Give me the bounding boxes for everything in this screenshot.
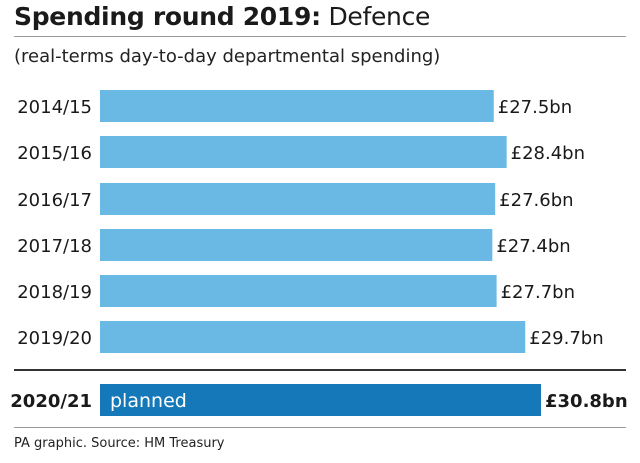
- planned-separator: [14, 369, 626, 371]
- category-label: 2016/17: [17, 190, 92, 211]
- value-label: £27.5bn: [498, 97, 572, 118]
- category-label: 2019/20: [17, 328, 92, 349]
- bar: [100, 321, 526, 353]
- value-label: £27.6bn: [499, 190, 573, 211]
- bar: [100, 183, 496, 215]
- value-label: £27.7bn: [501, 282, 575, 303]
- title-rule: [14, 36, 626, 37]
- category-label: 2018/19: [17, 282, 92, 303]
- value-label: £28.4bn: [511, 143, 585, 164]
- source-rule: [14, 427, 626, 428]
- category-label: 2017/18: [17, 236, 92, 257]
- planned-label: planned: [110, 390, 187, 412]
- bar-planned: [100, 384, 541, 416]
- value-label: £29.7bn: [529, 328, 603, 349]
- value-label: £27.4bn: [496, 236, 570, 257]
- category-label: 2015/16: [17, 143, 92, 164]
- chart-title-rest: Defence: [320, 2, 431, 31]
- chart-subtitle: (real-terms day-to-day departmental spen…: [14, 46, 441, 67]
- bar: [100, 229, 493, 261]
- bar: [100, 136, 507, 168]
- category-label: 2020/21: [10, 391, 92, 412]
- bar: [100, 275, 497, 307]
- source-note: PA graphic. Source: HM Treasury: [14, 436, 225, 451]
- category-label: 2014/15: [17, 97, 92, 118]
- chart-title-bold: Spending round 2019:: [14, 2, 321, 31]
- bar: [100, 90, 494, 122]
- chart-title: Spending round 2019: Defence: [14, 2, 430, 31]
- value-label: £30.8bn: [545, 391, 628, 412]
